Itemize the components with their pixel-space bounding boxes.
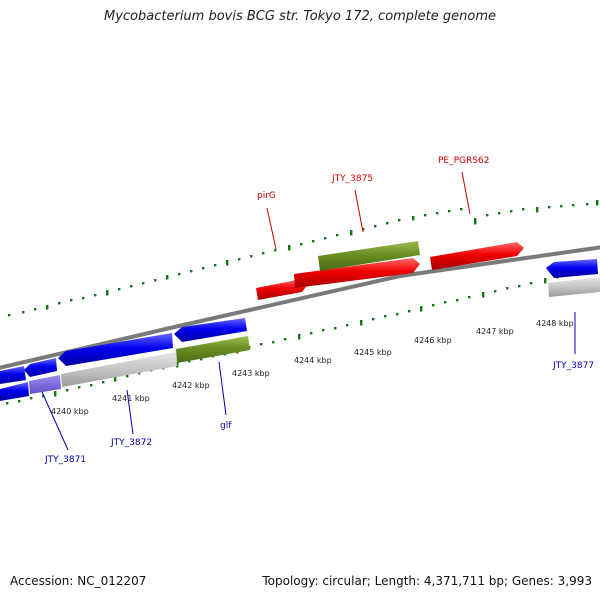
gene-JTY_3875[interactable] — [294, 258, 420, 288]
accession-text: Accession: NC_012207 — [10, 574, 147, 588]
map-title: Mycobacterium bovis BCG str. Tokyo 172, … — [104, 9, 496, 24]
leader-glf — [218, 361, 227, 416]
upper-tick-track — [8, 200, 599, 317]
gene-gray-pseudo-right[interactable] — [548, 277, 600, 297]
gene-blue-long[interactable] — [58, 333, 173, 366]
gene-blue-mid[interactable] — [174, 318, 247, 342]
kbp-label-4244: 4244 kbp — [294, 356, 332, 365]
gene-blue-right[interactable] — [546, 259, 598, 278]
label-glf: glf — [220, 421, 232, 431]
gene-purple-pseudo[interactable] — [29, 375, 61, 394]
label-JTY_3872: JTY_3872 — [110, 438, 152, 448]
leader-JTY_3871 — [41, 391, 69, 451]
lower-tick-track — [6, 271, 583, 405]
kbp-label-4248: 4248 kbp — [536, 319, 574, 328]
gene-rna-upper[interactable] — [318, 241, 420, 271]
kbp-label-4241: 4241 kbp — [112, 394, 150, 403]
genome-summary-text: Topology: circular; Length: 4,371,711 bp… — [262, 574, 592, 588]
gene-blue-left-2[interactable] — [24, 358, 57, 377]
gene-glf[interactable] — [176, 336, 250, 363]
gene-PE_PGRS62[interactable] — [430, 242, 524, 270]
leader-PE_PGRS62 — [461, 171, 471, 215]
kbp-label-4246: 4246 kbp — [414, 336, 452, 345]
gene-blue-bottom-left[interactable] — [0, 382, 29, 401]
label-PE_PGRS62: PE_PGRS62 — [438, 156, 489, 166]
gene-gray-pseudo-long[interactable] — [61, 352, 177, 387]
kbp-label-4240: 4240 kbp — [51, 407, 89, 416]
kbp-label-4243: 4243 kbp — [232, 369, 270, 378]
label-JTY_3875: JTY_3875 — [331, 174, 373, 184]
label-JTY_3871: JTY_3871 — [44, 455, 86, 465]
label-pirG: pirG — [257, 191, 276, 201]
gene-blue-left-1[interactable] — [0, 366, 26, 384]
label-JTY_3877: JTY_3877 — [552, 361, 594, 371]
leader-JTY_3875 — [354, 189, 364, 233]
leader-pirG — [266, 207, 277, 250]
kbp-label-4247: 4247 kbp — [476, 327, 514, 336]
kbp-label-4242: 4242 kbp — [172, 381, 210, 390]
kbp-label-4245: 4245 kbp — [354, 348, 392, 357]
leader-JTY_3872 — [126, 389, 134, 435]
